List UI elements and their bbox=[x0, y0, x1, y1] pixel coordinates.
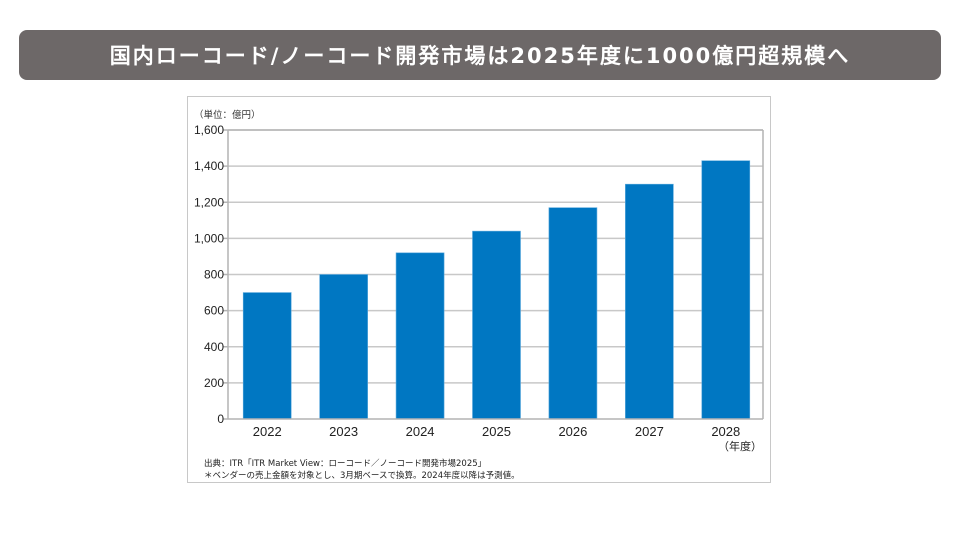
y-tick-label: 800 bbox=[204, 268, 224, 282]
x-tick-label: 2025 bbox=[482, 424, 511, 439]
x-tick-label: 2026 bbox=[558, 424, 587, 439]
bar-2023 bbox=[319, 274, 368, 420]
x-axis-labels: 2022 2023 2024 2025 2026 2027 2028 bbox=[253, 424, 740, 439]
y-tick-label: 1,400 bbox=[194, 159, 224, 173]
y-tick-label: 1,600 bbox=[194, 123, 224, 137]
y-tick-label: 600 bbox=[204, 304, 224, 318]
bars bbox=[242, 160, 751, 420]
bar-2028 bbox=[701, 160, 751, 420]
title-banner: 国内ローコード/ノーコード開発市場は2025年度に1000億円超規模へ bbox=[19, 30, 941, 80]
y-tick-label: 400 bbox=[204, 340, 224, 354]
footnote: ＊ベンダーの売上金額を対象とし、3月期ベースで換算。2024年度以降は予測値。 bbox=[204, 470, 520, 481]
bar-2026 bbox=[548, 207, 598, 420]
page-title: 国内ローコード/ノーコード開発市場は2025年度に1000億円超規模へ bbox=[109, 44, 851, 68]
source-note: 出典：ITR「ITR Market View：ローコード／ノーコード開発市場20… bbox=[204, 458, 486, 469]
y-tick-label: 200 bbox=[204, 376, 224, 390]
x-tick-label: 2023 bbox=[329, 424, 358, 439]
unit-label: （単位：億円） bbox=[194, 109, 261, 121]
y-tick-label: 1,200 bbox=[194, 195, 224, 209]
y-tick-label: 0 bbox=[217, 412, 224, 426]
x-tick-label: 2022 bbox=[253, 424, 282, 439]
bar-2025 bbox=[472, 230, 521, 420]
bar-2022 bbox=[242, 292, 292, 420]
x-axis-title: （年度） bbox=[718, 439, 762, 453]
x-tick-label: 2028 bbox=[711, 424, 740, 439]
bar-2027 bbox=[625, 183, 674, 420]
x-tick-label: 2027 bbox=[635, 424, 664, 439]
y-axis-ticks: 0 200 400 600 800 1,000 1,200 1,400 1,600 bbox=[194, 123, 228, 426]
y-tick-label: 1,000 bbox=[194, 231, 224, 245]
bar-2024 bbox=[395, 252, 445, 420]
x-tick-label: 2024 bbox=[406, 424, 435, 439]
